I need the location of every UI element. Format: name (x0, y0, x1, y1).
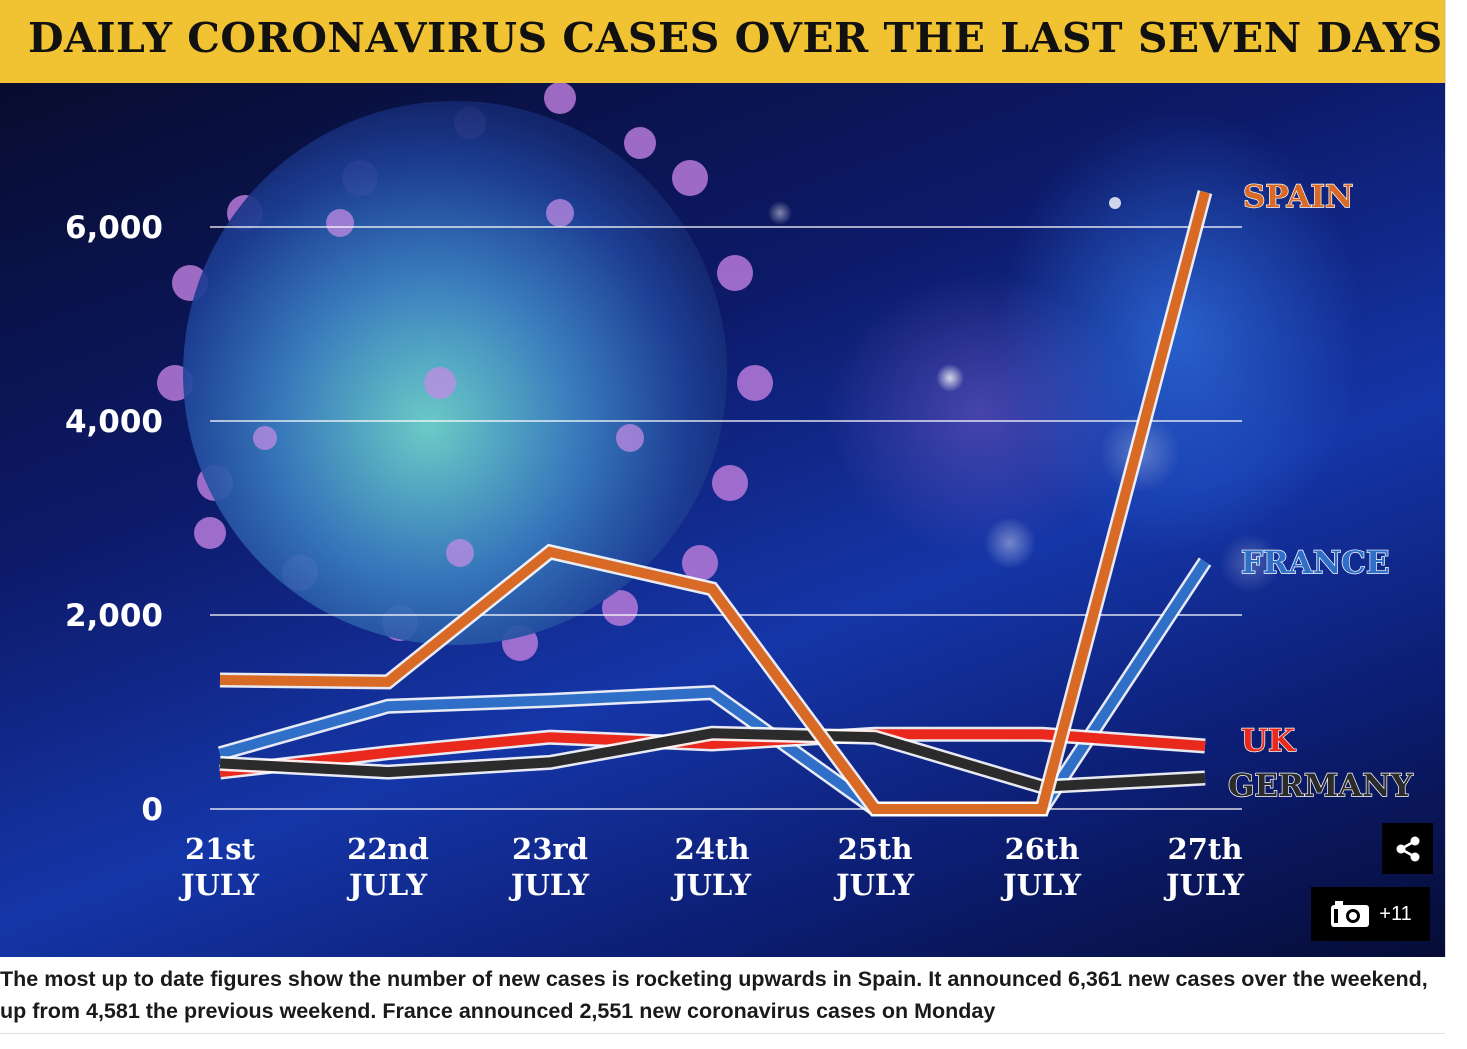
chart-background (0, 83, 1445, 957)
x-tick-label: 21st JULY (178, 832, 260, 902)
x-axis-ticks: 21st JULY 22nd JULY 23rd JULY 24th JULY 25th JULY… (178, 832, 1245, 902)
x-tick-label: 25th JULY (833, 832, 915, 902)
series-line-uk (219, 729, 1206, 778)
share-icon (1396, 836, 1419, 861)
x-tick-label: 26th JULY (1000, 832, 1082, 902)
x-tick-label: 24th JULY (670, 832, 752, 902)
series-labels: SPAIN FRANCE UK GERMANY (1227, 178, 1414, 804)
y-tick-label: 6,000 (65, 210, 163, 246)
share-button[interactable] (1382, 823, 1433, 874)
divider (1445, 0, 1446, 957)
coronavirus-illustration (157, 83, 1280, 661)
grid-lines (210, 226, 1242, 810)
image-caption: The most up to date figures show the num… (0, 967, 1428, 1023)
y-tick-label: 4,000 (65, 404, 163, 440)
x-tick-label: 22nd JULY (346, 832, 429, 902)
series-label-spain: SPAIN (1243, 179, 1353, 215)
camera-icon (1331, 901, 1370, 927)
y-tick-label: 0 (141, 792, 163, 828)
x-tick-label: 23rd JULY (508, 832, 590, 902)
title-banner: DAILY CORONAVIRUS CASES OVER THE LAST SE… (0, 0, 1445, 83)
gallery-button[interactable]: +11 (1311, 887, 1430, 941)
series-lines (217, 190, 1213, 817)
y-axis-ticks: 0 2,000 4,000 6,000 (65, 210, 163, 828)
line-chart: 0 2,000 4,000 6,000 21st JULY 22nd JULY 23rd JUL… (65, 178, 1414, 902)
divider (0, 1033, 1445, 1034)
chart-title: DAILY CORONAVIRUS CASES OVER THE LAST SE… (28, 14, 1443, 62)
y-tick-label: 2,000 (65, 598, 163, 634)
series-label-uk: UK (1241, 723, 1296, 759)
series-label-france: FRANCE (1241, 545, 1389, 581)
gallery-count: +11 (1379, 902, 1412, 925)
x-tick-label: 27th JULY (1163, 832, 1245, 902)
series-line-spain (219, 190, 1210, 814)
series-label-germany: GERMANY (1228, 768, 1414, 804)
